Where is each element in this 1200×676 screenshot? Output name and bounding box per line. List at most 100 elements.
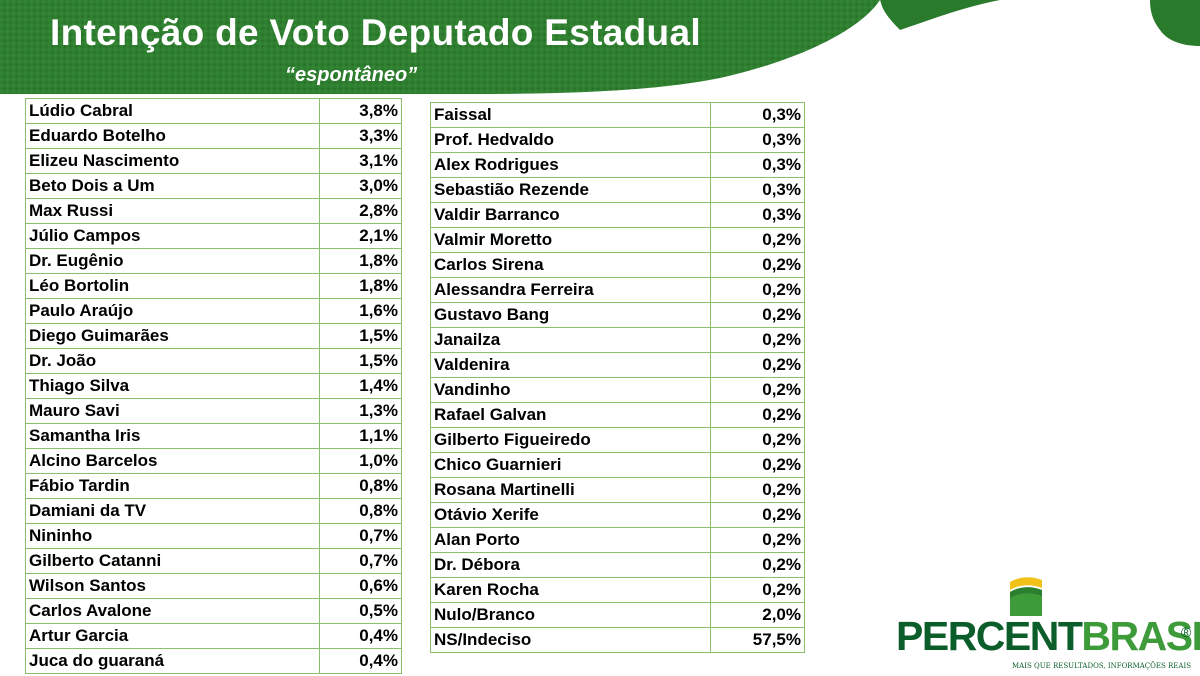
vote-percentage: 1,8% [319, 248, 402, 274]
vote-percentage: 0,2% [710, 327, 805, 353]
candidate-name: Rafael Galvan [430, 402, 711, 428]
candidate-name: Júlio Campos [25, 223, 320, 249]
candidate-name: Dr. João [25, 348, 320, 374]
table-row: Eduardo Botelho 3,3% [25, 123, 402, 149]
candidate-name: Nininho [25, 523, 320, 549]
table-row: Sebastião Rezende 0,3% [430, 177, 805, 203]
vote-percentage: 1,8% [319, 273, 402, 299]
vote-percentage: 0,2% [710, 477, 805, 503]
table-row: Karen Rocha 0,2% [430, 577, 805, 603]
vote-percentage: 0,2% [710, 427, 805, 453]
table-row: Gilberto Catanni 0,7% [25, 548, 402, 574]
vote-percentage: 0,2% [710, 352, 805, 378]
table-row: Lúdio Cabral 3,8% [25, 98, 402, 124]
candidate-name: Gilberto Catanni [25, 548, 320, 574]
logo-flag-icon [1010, 577, 1042, 616]
logo-tagline: MAIS QUE RESULTADOS, INFORMAÇÕES REAIS [1012, 662, 1192, 670]
candidate-name: Beto Dois a Um [25, 173, 320, 199]
candidate-name: Juca do guaraná [25, 648, 320, 674]
vote-percentage: 2,1% [319, 223, 402, 249]
table-row: Gustavo Bang 0,2% [430, 302, 805, 328]
candidate-name: Sebastião Rezende [430, 177, 711, 203]
candidate-name: Samantha Iris [25, 423, 320, 449]
vote-percentage: 1,5% [319, 323, 402, 349]
candidate-name: Damiani da TV [25, 498, 320, 524]
logo-word-percent: PERCENT [896, 613, 1083, 659]
table-row: Samantha Iris 1,1% [25, 423, 402, 449]
table-row: Dr. Débora 0,2% [430, 552, 805, 578]
candidate-name: Alcino Barcelos [25, 448, 320, 474]
vote-percentage: 0,2% [710, 502, 805, 528]
vote-percentage: 0,2% [710, 402, 805, 428]
vote-percentage: 0,4% [319, 648, 402, 674]
candidate-name: Prof. Hedvaldo [430, 127, 711, 153]
vote-percentage: 0,2% [710, 302, 805, 328]
vote-percentage: 1,4% [319, 373, 402, 399]
table-row: Alcino Barcelos 1,0% [25, 448, 402, 474]
candidate-name: Gilberto Figueiredo [430, 427, 711, 453]
table-row: Artur Garcia 0,4% [25, 623, 402, 649]
vote-percentage: 3,0% [319, 173, 402, 199]
vote-percentage: 0,3% [710, 152, 805, 178]
vote-percentage: 0,5% [319, 598, 402, 624]
candidate-name: Max Russi [25, 198, 320, 224]
vote-percentage: 0,2% [710, 227, 805, 253]
table-row: Beto Dois a Um 3,0% [25, 173, 402, 199]
table-row: Thiago Silva 1,4% [25, 373, 402, 399]
candidate-name: Léo Bortolin [25, 273, 320, 299]
vote-percentage: 0,3% [710, 102, 805, 128]
table-row: Alex Rodrigues 0,3% [430, 152, 805, 178]
table-row: Chico Guarnieri 0,2% [430, 452, 805, 478]
vote-percentage: 2,0% [710, 602, 805, 628]
page-subtitle: “espontâneo” [285, 64, 418, 86]
table-row: Alan Porto 0,2% [430, 527, 805, 553]
vote-percentage: 3,1% [319, 148, 402, 174]
vote-percentage: 1,1% [319, 423, 402, 449]
table-row: Valdir Barranco 0,3% [430, 202, 805, 228]
candidate-name: Gustavo Bang [430, 302, 711, 328]
vote-percentage: 0,3% [710, 127, 805, 153]
table-row: Juca do guaraná 0,4% [25, 648, 402, 674]
candidate-name: Dr. Débora [430, 552, 711, 578]
candidate-name: Karen Rocha [430, 577, 711, 603]
vote-percentage: 1,0% [319, 448, 402, 474]
table-row: Carlos Sirena 0,2% [430, 252, 805, 278]
candidate-name: Otávio Xerife [430, 502, 711, 528]
table-row: Elizeu Nascimento 3,1% [25, 148, 402, 174]
table-row: Mauro Savi 1,3% [25, 398, 402, 424]
candidate-name: Valmir Moretto [430, 227, 711, 253]
candidate-name: Alex Rodrigues [430, 152, 711, 178]
logo-word-brasil: BRASIL [1081, 613, 1200, 659]
vote-table-right: Faissal 0,3% Prof. Hedvaldo 0,3% Alex Rodrig… [430, 102, 805, 653]
vote-percentage: 0,6% [319, 573, 402, 599]
vote-percentage: 0,2% [710, 452, 805, 478]
vote-table-left: Lúdio Cabral 3,8% Eduardo Botelho 3,3% Elize… [25, 98, 402, 674]
table-row: Vandinho 0,2% [430, 377, 805, 403]
candidate-name: Rosana Martinelli [430, 477, 711, 503]
table-row: Carlos Avalone 0,5% [25, 598, 402, 624]
candidate-name: Valdir Barranco [430, 202, 711, 228]
registered-mark: ® [1181, 624, 1192, 640]
table-row: Otávio Xerife 0,2% [430, 502, 805, 528]
vote-percentage: 0,3% [710, 177, 805, 203]
candidate-name: Vandinho [430, 377, 711, 403]
table-row: Rosana Martinelli 0,2% [430, 477, 805, 503]
vote-percentage: 1,6% [319, 298, 402, 324]
table-row: Fábio Tardin 0,8% [25, 473, 402, 499]
table-row: Dr. Eugênio 1,8% [25, 248, 402, 274]
table-row: Léo Bortolin 1,8% [25, 273, 402, 299]
candidate-name: Nulo/Branco [430, 602, 711, 628]
header-band: Intenção de Voto Deputado Estadual “espo… [0, 0, 1200, 96]
candidate-name: Paulo Araújo [25, 298, 320, 324]
vote-percentage: 3,8% [319, 98, 402, 124]
vote-percentage: 57,5% [710, 627, 805, 653]
logo-wordmark: PERCENTBRASIL [896, 616, 1200, 657]
vote-percentage: 0,8% [319, 473, 402, 499]
table-row: Diego Guimarães 1,5% [25, 323, 402, 349]
candidate-name: Faissal [430, 102, 711, 128]
vote-percentage: 3,3% [319, 123, 402, 149]
table-row: Prof. Hedvaldo 0,3% [430, 127, 805, 153]
candidate-name: Diego Guimarães [25, 323, 320, 349]
candidate-name: Artur Garcia [25, 623, 320, 649]
table-row: Júlio Campos 2,1% [25, 223, 402, 249]
